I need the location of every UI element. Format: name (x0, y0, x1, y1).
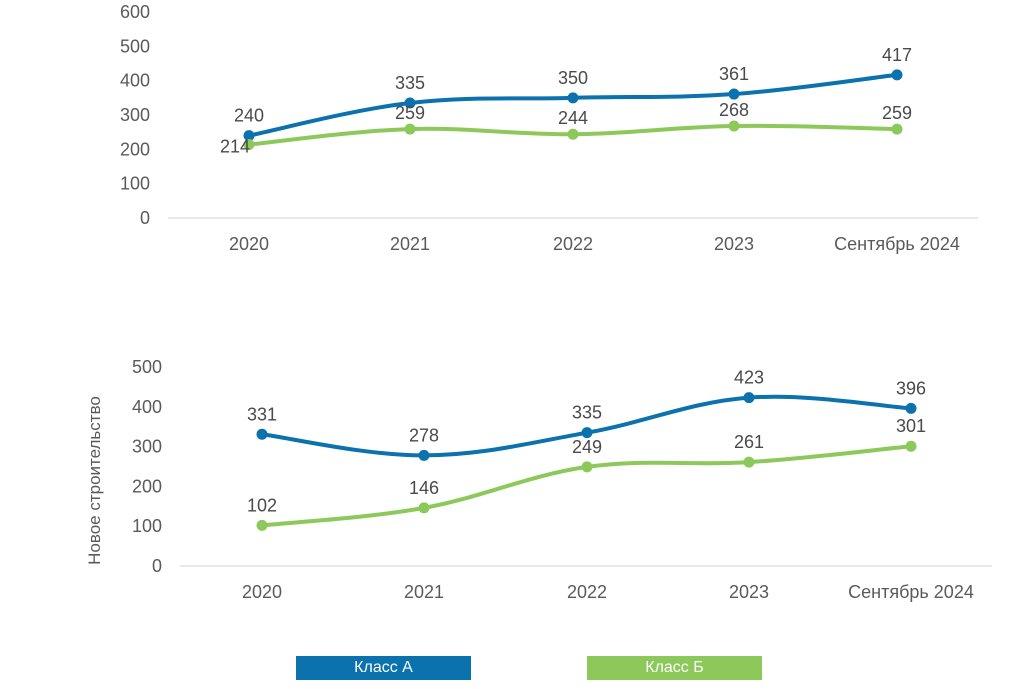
data-label-class-b: 102 (247, 495, 277, 515)
data-label-class-b: 259 (395, 103, 425, 123)
chart-top: 0 100 200 300 400 500 600 2020 2021 2022 2023 Сентя… (120, 2, 978, 254)
y-tick-label: 0 (140, 208, 150, 228)
data-point-class-b (256, 519, 268, 531)
data-point-class-b (243, 139, 255, 151)
data-point-class-b (567, 128, 579, 140)
x-tick-label: 2022 (553, 234, 593, 254)
data-point-class-b (891, 123, 903, 135)
x-tick-label: 2022 (567, 582, 607, 602)
data-label-class-a: 278 (409, 425, 439, 445)
data-point-class-b (905, 440, 917, 452)
data-label-class-a: 240 (234, 106, 264, 126)
data-label-class-a: 361 (719, 64, 749, 84)
y-tick-label: 500 (132, 357, 162, 377)
data-label-class-a: 335 (395, 73, 425, 93)
data-point-class-a (567, 92, 579, 104)
chart-bottom: 0 100 200 300 400 500 2020 2021 2022 2023 Сентябрь… (85, 357, 992, 602)
data-point-class-a (581, 427, 593, 439)
data-point-class-b (728, 120, 740, 132)
y-axis-title: Новое строительство (85, 396, 104, 565)
legend-label-class-a: Класс А (354, 659, 413, 676)
data-label-class-a: 335 (572, 403, 602, 423)
data-point-class-a (905, 402, 917, 414)
y-tick-label: 0 (152, 556, 162, 576)
x-tick-label: Сентябрь 2024 (834, 234, 960, 254)
x-tick-label: 2023 (729, 582, 769, 602)
x-tick-label: 2020 (229, 234, 269, 254)
data-label-class-b: 214 (220, 137, 250, 157)
data-label-class-b: 261 (734, 432, 764, 452)
legend-class-b: Класс Б (587, 656, 762, 680)
y-tick-label: 100 (132, 516, 162, 536)
y-tick-label: 600 (120, 2, 150, 22)
data-label-class-a: 331 (247, 404, 277, 424)
data-point-class-a (404, 97, 416, 109)
x-tick-label: 2020 (242, 582, 282, 602)
data-point-class-b (418, 502, 430, 514)
data-label-class-b: 301 (896, 416, 926, 436)
data-point-class-a (418, 449, 430, 461)
y-tick-label: 100 (120, 174, 150, 194)
x-tick-label: Сентябрь 2024 (848, 582, 974, 602)
data-label-class-b: 146 (409, 478, 439, 498)
legend-label-class-b: Класс Б (645, 659, 704, 676)
data-label-class-b: 244 (558, 108, 588, 128)
x-tick-label: 2021 (404, 582, 444, 602)
data-label-class-b: 259 (882, 103, 912, 123)
y-tick-label: 400 (132, 397, 162, 417)
y-tick-label: 300 (120, 105, 150, 125)
y-tick-label: 500 (120, 36, 150, 56)
legend-class-a: Класс А (296, 656, 471, 680)
y-tick-label: 400 (120, 71, 150, 91)
data-point-class-b (743, 456, 755, 468)
data-point-class-b (404, 123, 416, 135)
data-label-class-b: 268 (719, 100, 749, 120)
data-point-class-a (243, 130, 255, 142)
data-point-class-a (743, 392, 755, 404)
y-tick-label: 300 (132, 437, 162, 457)
data-label-class-a: 396 (896, 378, 926, 398)
data-point-class-a (728, 88, 740, 100)
data-point-class-a (891, 69, 903, 81)
data-label-class-a: 417 (882, 45, 912, 65)
y-tick-label: 200 (132, 476, 162, 496)
x-tick-label: 2023 (714, 234, 754, 254)
x-tick-label: 2021 (390, 234, 430, 254)
y-tick-label: 200 (120, 139, 150, 159)
data-label-class-a: 350 (558, 68, 588, 88)
data-label-class-b: 249 (572, 437, 602, 457)
data-label-class-a: 423 (734, 368, 764, 388)
series-line-class-b (260, 444, 913, 528)
data-point-class-a (256, 428, 268, 440)
data-point-class-b (581, 461, 593, 473)
